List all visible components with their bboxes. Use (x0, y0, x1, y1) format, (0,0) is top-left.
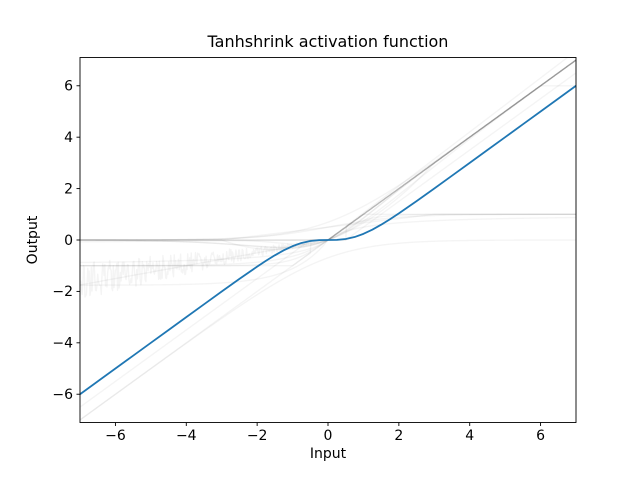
ghost-curve-logsigmoid (80, 239, 576, 421)
y-tick-label: −4 (52, 336, 73, 352)
y-tick-label: 0 (64, 233, 73, 249)
y-tick-label: −2 (52, 284, 73, 300)
ghost-curve-softplus (80, 59, 576, 241)
x-tick-label: −2 (247, 428, 268, 444)
y-axis-label: Output (25, 215, 41, 264)
x-tick-label: 6 (536, 428, 545, 444)
x-axis-label: Input (310, 446, 347, 462)
x-tick-label: −4 (176, 428, 197, 444)
x-axis-ticks: −6 −4 −2 0 2 4 6 (105, 422, 545, 444)
tanhshrink-curve (80, 85, 576, 395)
x-tick-label: −6 (105, 428, 126, 444)
x-tick-label: 4 (465, 428, 474, 444)
y-tick-label: 2 (64, 181, 73, 197)
y-tick-label: 4 (64, 130, 73, 146)
y-tick-label: −6 (52, 387, 73, 403)
y-axis-ticks: −6 −4 −2 0 2 4 6 (52, 79, 80, 403)
ghost-curve-hardsigmoid (80, 213, 576, 241)
ghost-curve-sigmoid (80, 213, 576, 241)
chart-title: Tanhshrink activation function (207, 32, 449, 51)
y-tick-label: 6 (64, 79, 73, 95)
x-tick-label: 0 (324, 428, 333, 444)
series-line-tanhshrink (80, 85, 576, 395)
x-tick-label: 2 (394, 428, 403, 444)
